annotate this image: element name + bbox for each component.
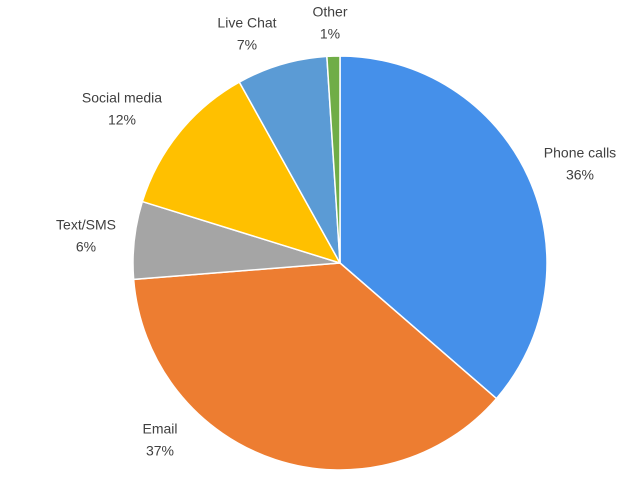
slice-value-label: 36% [566, 167, 594, 183]
slice-value-label: 6% [76, 239, 96, 255]
pie-slice [326, 55, 341, 264]
slice-value-label: 7% [237, 37, 257, 53]
slice-label: Other [312, 4, 347, 20]
pie-slice [141, 81, 342, 265]
slice-value-label: 1% [320, 26, 340, 42]
slice-value-label: 37% [146, 443, 174, 459]
slice-label: Email [142, 421, 177, 437]
pie-slice [339, 55, 548, 400]
slice-label: Live Chat [217, 15, 276, 31]
slice-value-label: 12% [108, 112, 136, 128]
slice-label: Social media [82, 90, 162, 106]
pie-slice [132, 262, 498, 471]
slice-label: Text/SMS [56, 217, 116, 233]
slice-label: Phone calls [544, 145, 616, 161]
